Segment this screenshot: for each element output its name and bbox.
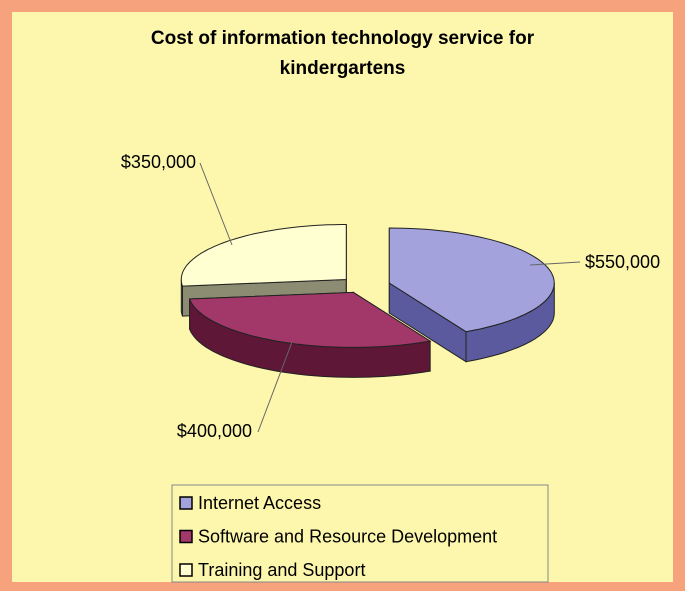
legend-swatch <box>179 496 193 510</box>
data-label: $350,000 <box>121 152 196 172</box>
slice <box>180 224 347 287</box>
slice <box>388 227 555 333</box>
legend <box>171 484 549 583</box>
legend-label: Internet Access <box>198 493 321 513</box>
data-label: $550,000 <box>585 252 660 272</box>
slice <box>188 291 432 348</box>
leader-line <box>199 162 233 246</box>
chart-title: Cost of information technology service f… <box>150 28 535 79</box>
legend-swatch <box>179 563 193 577</box>
data-label: $400,000 <box>177 421 252 441</box>
legend-label: Training and Support <box>198 560 365 580</box>
leader-line <box>529 261 581 266</box>
leader-line <box>257 341 293 433</box>
legend-swatch <box>179 529 193 544</box>
legend-label: Software and Resource Development <box>198 526 497 546</box>
